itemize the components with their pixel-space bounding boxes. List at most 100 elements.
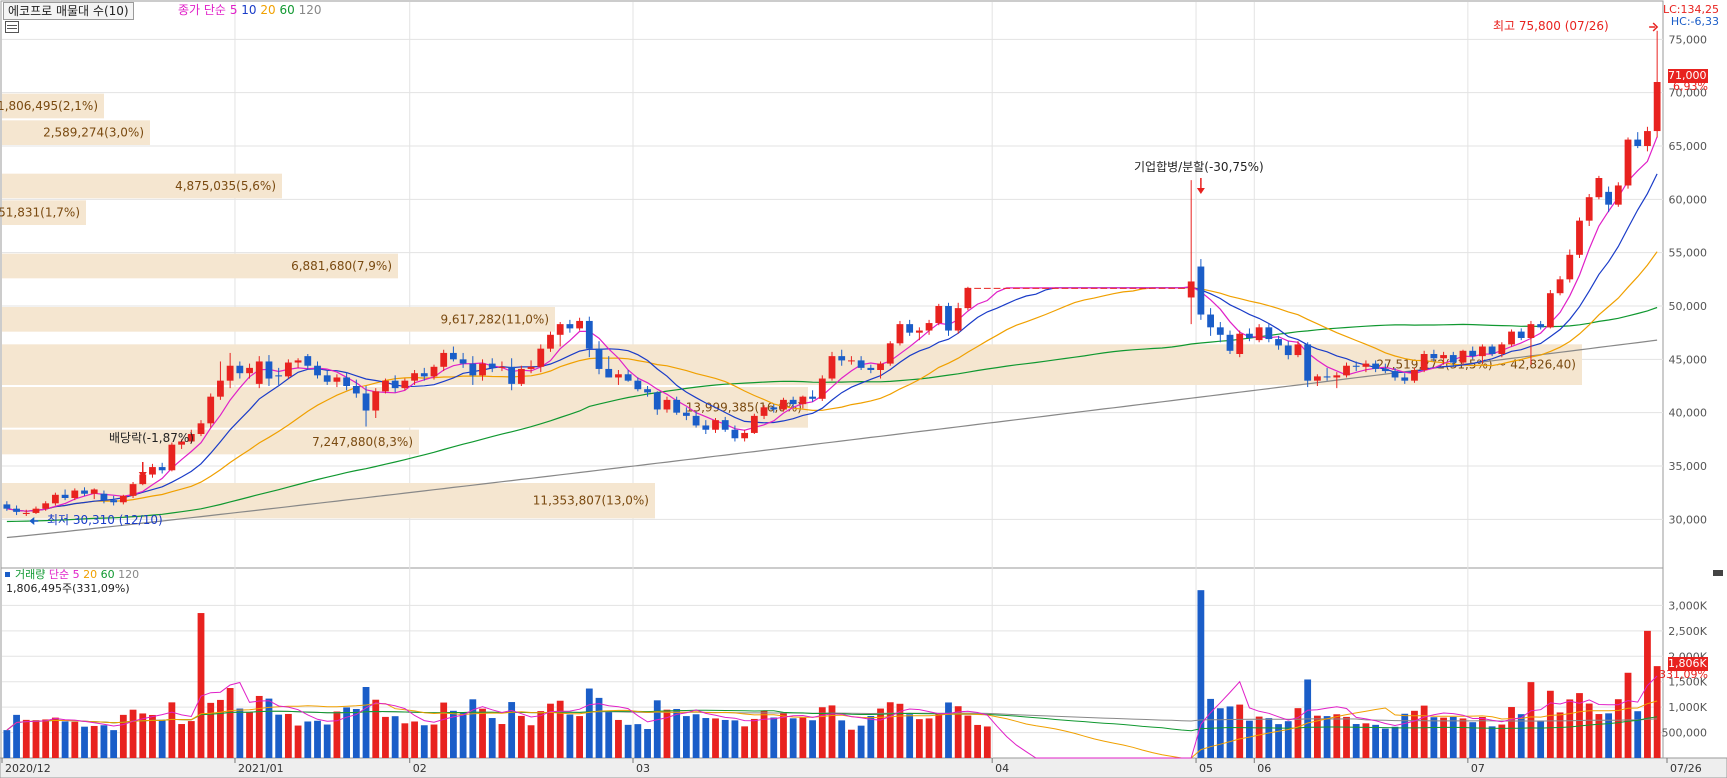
candle-body (1178, 287, 1185, 289)
volume-bar (197, 613, 205, 758)
low-arrow-icon (29, 517, 35, 525)
candle-body (1459, 350, 1467, 363)
candle-body (1440, 355, 1447, 359)
candle-body (1605, 191, 1613, 205)
ma120-line (6, 339, 1658, 539)
candle-body (1634, 139, 1642, 146)
candle-body (1498, 344, 1506, 354)
candle-body (838, 356, 846, 361)
candle-body (51, 494, 59, 504)
candle-body (81, 490, 88, 494)
volume-bar (1197, 590, 1205, 758)
volume-bar (877, 708, 884, 758)
candle-body (1576, 220, 1583, 255)
volume-bar (1313, 715, 1321, 758)
volume-profile-bar (2, 93, 104, 119)
candle-body (1614, 185, 1622, 205)
candle-body (1644, 131, 1651, 146)
candle-body (1129, 287, 1137, 289)
candle-body (945, 306, 952, 331)
volume-bar (915, 719, 923, 758)
candle-body (382, 380, 389, 392)
candle-body (1323, 376, 1331, 378)
volume-bar (13, 714, 20, 758)
dividend-arrow-icon (138, 472, 147, 478)
volume-bar (246, 712, 253, 758)
x-axis-label: 06 (1257, 762, 1271, 775)
current-change: 6,93% (1673, 80, 1708, 93)
candle-body (508, 366, 516, 384)
volume-bar (1411, 710, 1418, 758)
volume-bar (1216, 708, 1224, 758)
volume-bar (692, 714, 700, 758)
volume-bar (925, 718, 933, 758)
volume-bar (1246, 720, 1253, 758)
volume-bar (517, 715, 525, 758)
price-tick-label: 50,000 (1669, 300, 1708, 313)
volume-ma-5: 5 (72, 568, 80, 581)
candle-body (488, 363, 496, 368)
volume-bar (721, 719, 729, 758)
volume-profile-label: 1,451,831(1,7%) (0, 206, 80, 220)
volume-bar (886, 702, 894, 758)
volume-bar (343, 707, 351, 758)
candle-body (1158, 287, 1166, 289)
candle-body (1343, 365, 1350, 376)
menu-icon[interactable] (5, 21, 19, 33)
hc-value: HC:-6,33 (1670, 15, 1719, 28)
volume-bar (644, 729, 651, 758)
volume-bar (770, 717, 778, 758)
candle-body (479, 363, 486, 376)
volume-legend-marker (5, 572, 10, 577)
candle-body (663, 399, 671, 410)
volume-bar (1508, 707, 1515, 758)
candle-body (498, 366, 506, 368)
volume-bar (1527, 682, 1535, 758)
stock-title: 에코프로 매물대 수(10) (8, 4, 129, 18)
candle-body (1508, 331, 1515, 345)
volume-profile-label: 4,875,035(5,6%) (175, 179, 276, 193)
stock-title-box[interactable]: 에코프로 매물대 수(10) (3, 2, 134, 20)
volume-bar (1333, 714, 1341, 758)
volume-bar (1265, 718, 1273, 758)
candle-body (372, 391, 380, 411)
volume-bar (469, 699, 477, 758)
candle-body (352, 386, 360, 394)
candle-body (139, 474, 147, 485)
volume-bar (236, 708, 244, 758)
candle-body (974, 287, 982, 289)
volume-bar (595, 697, 603, 758)
volume-bar (1605, 713, 1613, 758)
candle-body (459, 359, 467, 364)
volume-tick-label: 2,500K (1668, 625, 1707, 638)
price-tick-label: 75,000 (1669, 33, 1708, 46)
candle-body (401, 380, 409, 389)
volume-bar (1556, 712, 1564, 758)
candle-body (178, 441, 185, 445)
candle-body (517, 368, 525, 384)
volume-bar (527, 725, 535, 758)
volume-bar (178, 724, 185, 758)
volume-legend: 거래량 단순 5 20 60 120 (15, 568, 139, 582)
candle-body (682, 412, 690, 416)
volume-bar (547, 703, 554, 758)
candle-body (780, 399, 787, 410)
candle-body (1197, 266, 1205, 315)
candle-body (1372, 363, 1380, 369)
volume-bar (314, 720, 321, 758)
volume-tick-label: 1,000K (1668, 701, 1707, 714)
candle-body (1585, 197, 1593, 221)
candle-body (760, 407, 768, 416)
volume-profile-label: 1,806,495(2,1%) (0, 99, 98, 113)
candle-body (1401, 377, 1409, 381)
volume-bar (1391, 726, 1399, 758)
candle-body (13, 508, 20, 512)
candle-body (1595, 178, 1603, 198)
ma-20: 20 (260, 3, 276, 17)
candle-body (702, 425, 710, 430)
candle-body (886, 343, 894, 364)
volume-bar (411, 721, 418, 758)
ma60-line (6, 306, 1658, 523)
volume-bar (81, 726, 88, 758)
